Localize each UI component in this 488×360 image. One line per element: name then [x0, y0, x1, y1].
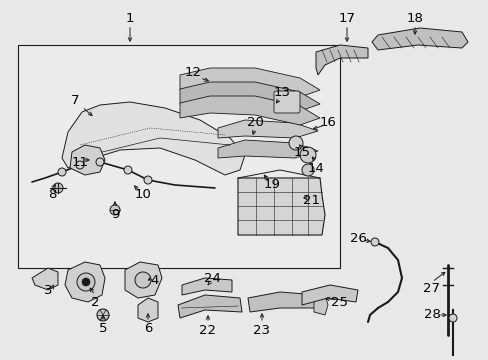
Circle shape — [110, 205, 120, 215]
Text: 23: 23 — [253, 324, 270, 337]
Text: 3: 3 — [43, 284, 52, 297]
Polygon shape — [218, 140, 317, 158]
Text: 22: 22 — [199, 324, 216, 337]
Circle shape — [299, 147, 315, 163]
Circle shape — [53, 183, 63, 193]
Circle shape — [58, 168, 66, 176]
Polygon shape — [178, 295, 242, 318]
Text: 15: 15 — [293, 145, 310, 158]
Polygon shape — [32, 268, 58, 290]
Text: 12: 12 — [184, 66, 201, 78]
Circle shape — [370, 238, 378, 246]
Text: 20: 20 — [246, 116, 263, 129]
Polygon shape — [182, 278, 231, 295]
Text: 9: 9 — [111, 208, 119, 221]
Text: 11: 11 — [71, 156, 88, 168]
Polygon shape — [62, 102, 244, 175]
Text: 17: 17 — [338, 12, 355, 24]
Text: 1: 1 — [125, 12, 134, 24]
Text: 16: 16 — [319, 116, 336, 129]
Circle shape — [124, 166, 132, 174]
Text: 18: 18 — [406, 12, 423, 24]
Text: 19: 19 — [263, 179, 280, 192]
Text: 28: 28 — [423, 309, 440, 321]
Text: 25: 25 — [331, 296, 348, 309]
Circle shape — [143, 176, 152, 184]
Polygon shape — [65, 262, 105, 302]
Text: 8: 8 — [48, 189, 56, 202]
Text: 24: 24 — [203, 271, 220, 284]
Polygon shape — [180, 82, 319, 111]
Polygon shape — [180, 96, 319, 125]
Polygon shape — [138, 298, 158, 322]
Polygon shape — [315, 45, 367, 75]
Polygon shape — [70, 145, 105, 175]
Circle shape — [96, 158, 104, 166]
Text: 10: 10 — [134, 189, 151, 202]
Circle shape — [448, 314, 456, 322]
Polygon shape — [371, 28, 467, 50]
Circle shape — [288, 136, 303, 150]
Text: 13: 13 — [273, 85, 290, 99]
Text: 4: 4 — [150, 274, 159, 287]
Polygon shape — [313, 295, 327, 315]
Circle shape — [97, 309, 109, 321]
Circle shape — [77, 273, 95, 291]
Polygon shape — [238, 178, 325, 235]
Text: 14: 14 — [307, 162, 324, 175]
Text: 5: 5 — [99, 321, 107, 334]
Bar — [18, 45, 339, 268]
Circle shape — [135, 272, 151, 288]
Text: 6: 6 — [143, 321, 152, 334]
Text: 21: 21 — [303, 194, 320, 207]
Circle shape — [76, 161, 84, 169]
Circle shape — [302, 164, 313, 176]
Text: 2: 2 — [91, 296, 99, 309]
Polygon shape — [218, 120, 317, 138]
Text: 27: 27 — [423, 282, 440, 294]
Polygon shape — [247, 292, 319, 312]
Polygon shape — [302, 285, 357, 305]
Circle shape — [82, 278, 90, 286]
Text: 7: 7 — [71, 94, 79, 107]
FancyBboxPatch shape — [273, 91, 299, 113]
Text: 26: 26 — [349, 231, 366, 244]
Polygon shape — [125, 262, 162, 298]
Polygon shape — [180, 68, 319, 97]
